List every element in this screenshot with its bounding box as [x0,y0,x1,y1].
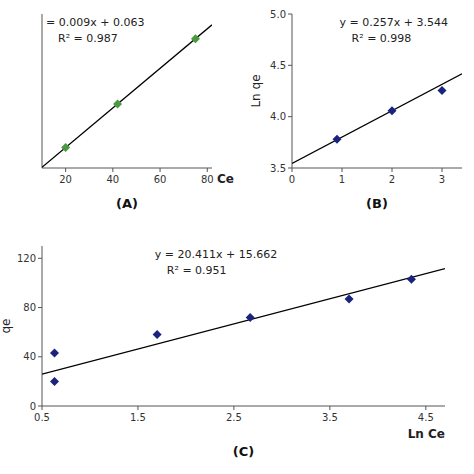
x-tick [342,168,343,172]
x-tick [42,406,43,410]
point [388,106,397,115]
trendline [292,74,462,164]
panel: 0.5 1.5 2.5 3.5 4.5 0 40 80 120 y = 20.411x + 15.… [0,246,445,459]
x-tick [425,406,426,410]
y-tick-label: 40 [23,351,36,362]
y-tick-label: 120 [17,253,36,264]
y-tick [38,307,42,308]
x-tick [137,406,138,410]
y-tick [38,258,42,259]
equation: y = 0.257x + 3.544 [340,16,448,29]
x-tick-label: 40 [106,174,119,185]
x-tick-label: 2.5 [226,412,242,423]
y-tick [38,356,42,357]
x-tick [392,168,393,172]
point [191,34,200,43]
figure: 20406080= 0.009x + 0.063R² = 0.987Ce(A)0… [0,0,474,474]
equation: R² = 0.951 [167,264,227,277]
point [407,275,416,284]
x-tick [160,168,161,172]
y-label: Ln qe [249,74,263,107]
x-tick-label: 60 [154,174,167,185]
x-tick-label: 0 [289,174,295,185]
plot-area [42,269,445,386]
x-tick-label: 4.5 [418,412,434,423]
panel-label: (A) [116,196,138,211]
panel: 20 40 60 80 = 0.009x + 0.063 R² = 0.987 Ce (A) [42,14,234,211]
y-axis [42,14,43,168]
x-tick [329,406,330,410]
panel-label: (C) [233,444,254,459]
x-tick-label: 0.5 [34,412,50,423]
equation: y = 20.411x + 15.662 [155,248,277,261]
equation: = 0.009x + 0.063 [46,16,144,29]
x-tick-label: 1.5 [130,412,146,423]
y-tick [288,65,292,66]
y-axis [292,14,293,168]
plot-area [42,25,212,168]
equation: R² = 0.987 [58,32,118,45]
x-tick [112,168,113,172]
y-tick-label: 4.5 [270,60,286,71]
y-axis [42,246,43,406]
y-tick-label: 0 [30,401,36,412]
x-axis [42,168,212,169]
y-tick [288,14,292,15]
y-tick-label: 4.0 [270,111,286,122]
x-tick-label: 1 [339,174,345,185]
trendline [42,269,445,375]
point [246,313,255,322]
y-tick-label: 80 [23,302,36,313]
x-tick [65,168,66,172]
x-label: Ce [217,172,234,186]
y-label: qe [0,319,13,334]
point [50,349,59,358]
x-tick [292,168,293,172]
x-tick [207,168,208,172]
x-axis [42,406,445,407]
panel-label: (B) [366,196,388,211]
equation: R² = 0.998 [352,32,412,45]
point [153,330,162,339]
x-tick-label: 3 [439,174,445,185]
point [113,99,122,108]
x-tick-label: 3.5 [322,412,338,423]
trendline [42,25,212,168]
x-tick [233,406,234,410]
y-tick-label: 5.0 [270,9,286,20]
y-tick-label: 3.5 [270,163,286,174]
point [438,86,447,95]
point [345,294,354,303]
x-tick-label: 2 [389,174,395,185]
y-tick [38,406,42,407]
x-label: Ln Ce [408,427,445,441]
y-tick [288,168,292,169]
x-tick-label: 20 [59,174,72,185]
y-tick [288,116,292,117]
point [50,377,59,386]
x-tick-label: 80 [201,174,214,185]
point [333,135,342,144]
point [61,143,70,152]
x-axis [292,168,462,169]
plot-area [292,74,462,164]
panel: 0 1 2 3 3.5 4.0 4.5 5.0 y = 0.257x + 3.544 R² = 0… [249,9,462,212]
x-tick [442,168,443,172]
